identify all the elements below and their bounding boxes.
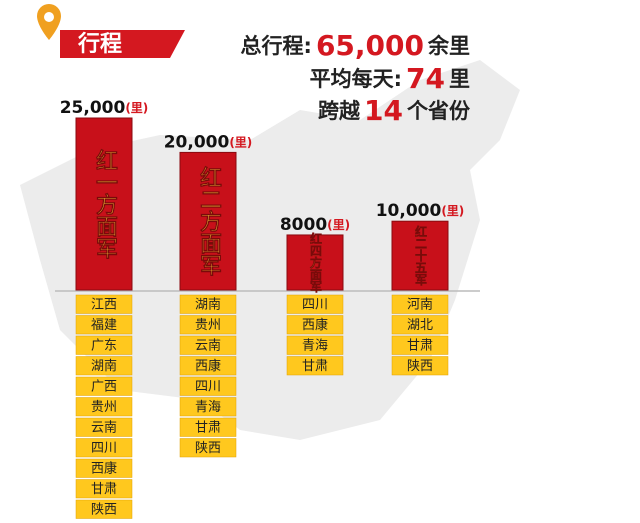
- value-unit: (里): [125, 100, 148, 115]
- province-name: 河南: [407, 297, 433, 313]
- province-box: [75, 499, 133, 519]
- province-name: 甘肃: [407, 339, 433, 354]
- summary-label: 跨越: [318, 99, 361, 123]
- province-name: 西康: [195, 358, 221, 374]
- summary-value: 14: [364, 94, 403, 127]
- province-box: [286, 315, 344, 335]
- province-box: [179, 294, 237, 314]
- summary-value: 65,000: [316, 29, 424, 62]
- province-name: 青海: [195, 400, 221, 415]
- province-name: 四川: [195, 380, 221, 395]
- value-label: 20,000(里): [164, 132, 253, 152]
- province-name: 陕西: [407, 359, 433, 374]
- province-name: 广东: [91, 339, 117, 354]
- province-name: 四川: [91, 441, 117, 456]
- province-name: 云南: [195, 338, 221, 354]
- section-title: 行程: [77, 31, 122, 57]
- province-box: [391, 335, 449, 355]
- province-box: [286, 356, 344, 376]
- province-box: [179, 356, 237, 376]
- bar-name: 红二方面军: [196, 166, 222, 277]
- value-unit: (里): [441, 203, 464, 218]
- province-name: 西康: [91, 461, 117, 477]
- province-box: [179, 315, 237, 335]
- bar: [286, 234, 344, 291]
- province-name: 江西: [91, 298, 117, 313]
- value-unit: (里): [229, 134, 252, 149]
- value-label: 25,000(里): [60, 98, 149, 118]
- pin-hole: [44, 12, 54, 22]
- bar-name: 红一方面军: [92, 148, 118, 259]
- value-number: 10,000: [376, 201, 442, 221]
- province-box: [75, 438, 133, 458]
- value-number: 20,000: [164, 132, 230, 152]
- province-box: [179, 397, 237, 417]
- bar-name: 红四方面军: [309, 231, 323, 293]
- summary-label: 总行程:: [241, 34, 312, 58]
- province-name: 云南: [91, 420, 117, 436]
- summary-line: 跨越 14 个省份: [318, 94, 471, 127]
- value-label: 10,000(里): [376, 201, 465, 221]
- province-box: [75, 356, 133, 376]
- province-box: [75, 315, 133, 335]
- province-box: [75, 417, 133, 437]
- province-box: [179, 376, 237, 396]
- province-box: [75, 294, 133, 314]
- value-number: 25,000: [60, 98, 126, 118]
- province-name: 陕西: [91, 503, 117, 518]
- province-box: [179, 438, 237, 458]
- province-box: [75, 335, 133, 355]
- province-box: [179, 335, 237, 355]
- bar: [179, 151, 237, 291]
- province-box: [391, 356, 449, 376]
- summary-line: 平均每天: 74 里: [310, 62, 470, 95]
- value-number: 8000: [280, 215, 327, 235]
- province-name: 青海: [302, 339, 328, 354]
- province-name: 湖南: [195, 297, 221, 313]
- bar-name: 红二十五军: [414, 224, 428, 286]
- province-box: [75, 397, 133, 417]
- province-box: [75, 479, 133, 499]
- province-name: 四川: [302, 298, 328, 313]
- province-box: [391, 315, 449, 335]
- province-name: 贵州: [91, 400, 117, 415]
- value-unit: (里): [327, 216, 350, 231]
- province-name: 陕西: [195, 441, 221, 456]
- province-box: [286, 294, 344, 314]
- province-name: 福建: [91, 318, 117, 333]
- title-banner: [60, 30, 185, 58]
- bar: [75, 117, 133, 291]
- value-label: 8000(里): [280, 215, 350, 235]
- summary-unit: 余里: [427, 34, 470, 58]
- province-name: 甘肃: [195, 421, 221, 436]
- summary-unit: 个省份: [407, 99, 471, 123]
- bar: [391, 220, 449, 291]
- province-name: 西康: [302, 317, 328, 333]
- province-box: [286, 335, 344, 355]
- summary-label: 平均每天:: [310, 67, 402, 91]
- province-box: [75, 458, 133, 478]
- province-box: [179, 417, 237, 437]
- province-name: 湖南: [91, 358, 117, 374]
- province-box: [391, 294, 449, 314]
- province-name: 贵州: [195, 318, 221, 333]
- summary-unit: 里: [449, 67, 470, 91]
- province-name: 广西: [91, 380, 117, 395]
- province-name: 甘肃: [302, 359, 328, 374]
- summary-line: 总行程: 65,000 余里: [241, 29, 470, 62]
- province-name: 湖北: [407, 318, 433, 333]
- province-box: [75, 376, 133, 396]
- summary-value: 74: [406, 62, 445, 95]
- province-name: 甘肃: [91, 482, 117, 497]
